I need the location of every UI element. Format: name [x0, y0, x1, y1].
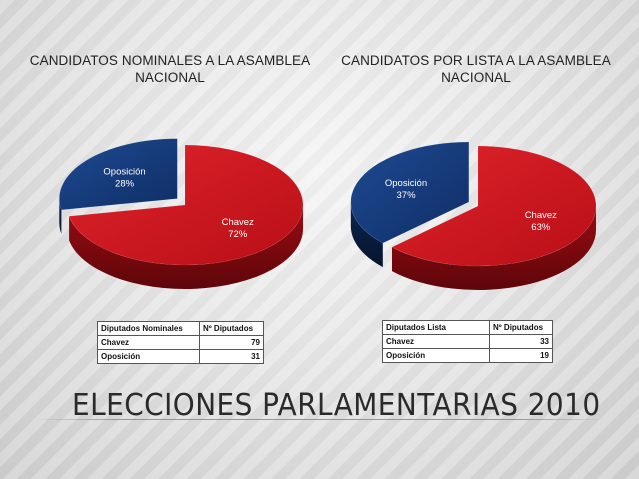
table-cell-count: 31 [199, 349, 264, 364]
table-header-cell: Diputados Lista [382, 320, 490, 335]
table-cell-party: Chavez [97, 335, 200, 350]
slice-label-name: Oposición [103, 166, 145, 177]
table-row: Oposición 19 [382, 348, 553, 363]
table-header-cell: Diputados Nominales [97, 321, 200, 336]
slice-label-name: Chavez [525, 210, 557, 221]
slice-label-percent: 37% [397, 190, 417, 201]
table-cell-count: 79 [199, 335, 264, 350]
table-header-cell: Nº Diputados [489, 320, 553, 335]
pie-slice-side-chavez [69, 205, 303, 290]
pie-slice-side-chavez [391, 206, 596, 290]
table-row: Chavez 33 [382, 334, 553, 349]
table-diputados-nominales: Diputados Nominales Nº Diputados Chavez … [97, 321, 264, 364]
slice-label-name: Chavez [222, 217, 254, 228]
pie-slice-chavez [391, 145, 597, 267]
table-cell-party: Chavez [382, 334, 490, 349]
table-header-row: Diputados Nominales Nº Diputados [97, 321, 264, 336]
slice-label-percent: 63% [531, 222, 551, 233]
table-cell-party: Oposición [97, 349, 200, 364]
pie-slice-side-oposicin [350, 202, 383, 268]
table-header-row: Diputados Lista Nº Diputados [382, 320, 553, 335]
pie-slice-oposicin [350, 141, 470, 244]
table-header-cell: Nº Diputados [199, 321, 264, 336]
pie-slice-side-oposicin [59, 198, 62, 234]
table-row: Oposición 31 [97, 349, 264, 364]
table-cell-party: Oposición [382, 348, 490, 363]
title-underline [35, 419, 605, 420]
page-title: ELECCIONES PARLAMENTARIAS 2010 [72, 388, 601, 423]
chart-title-nominales: CANDIDATOS NOMINALES A LA ASAMBLEA NACIO… [29, 53, 311, 85]
slice-label-percent: 28% [115, 178, 135, 189]
table-row: Chavez 79 [97, 335, 264, 350]
table-diputados-lista: Diputados Lista Nº Diputados Chavez 33 O… [382, 320, 553, 363]
table-cell-count: 19 [489, 348, 553, 363]
slice-label-percent: 72% [228, 229, 248, 240]
slice-label-name: Oposición [385, 178, 427, 189]
chart-title-lista: CANDIDATOS POR LISTA A LA ASAMBLEA NACIO… [341, 53, 611, 85]
table-cell-count: 33 [489, 334, 553, 349]
pie-slice-chavez [68, 144, 304, 266]
pie-slice-oposicin [59, 138, 178, 211]
